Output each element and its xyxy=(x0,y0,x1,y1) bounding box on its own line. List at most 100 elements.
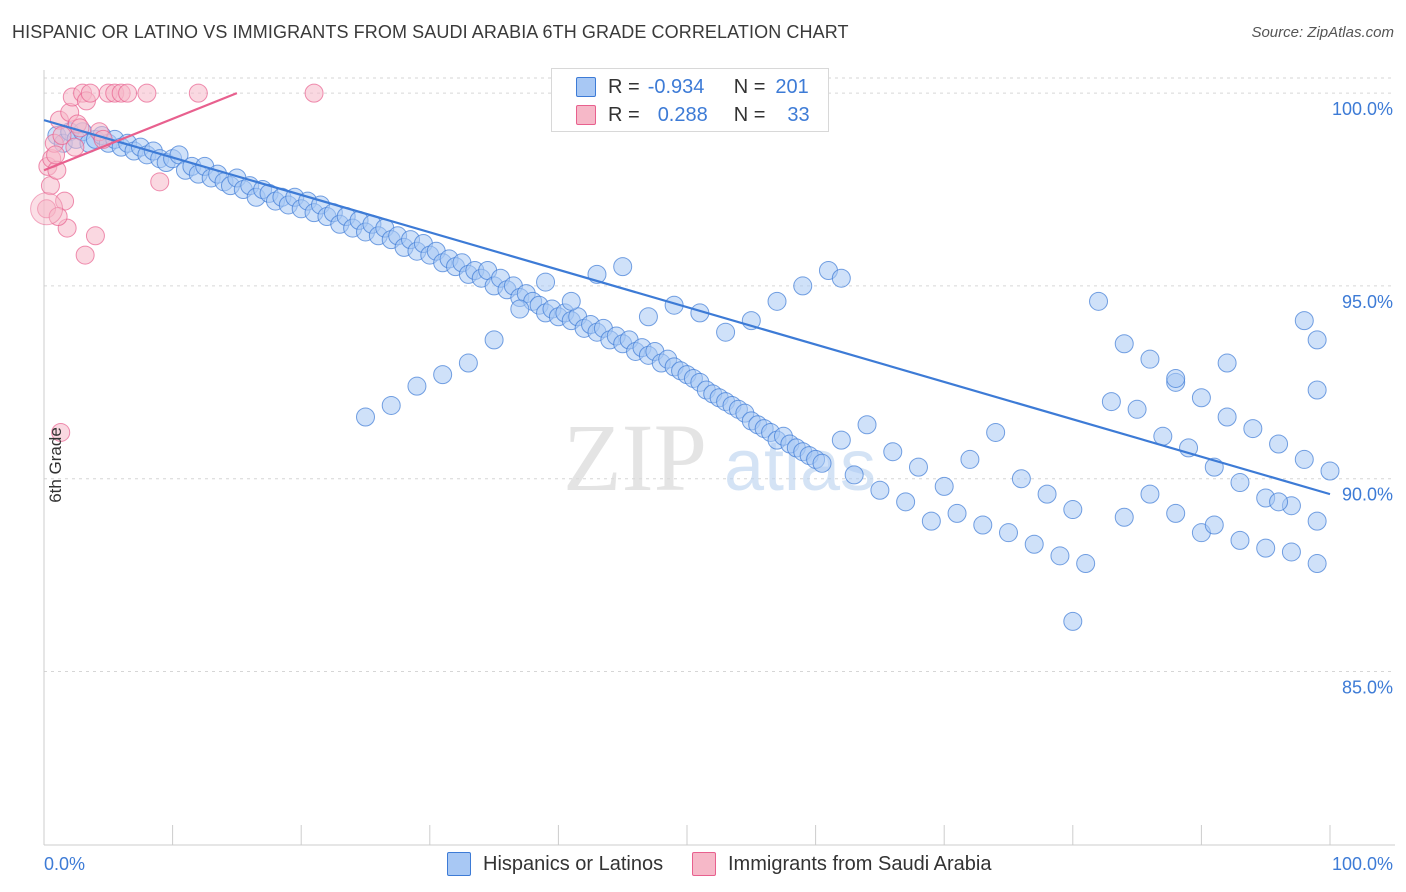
hispanics-point xyxy=(883,442,903,462)
hispanics-point xyxy=(1294,449,1314,469)
saudi-point xyxy=(304,83,324,103)
hispanics-point xyxy=(1114,507,1134,527)
y-axis-label: 6th Grade xyxy=(45,427,65,503)
hispanics-point xyxy=(1217,353,1237,373)
bottom-legend-swatch xyxy=(447,852,471,876)
bottom-legend-label: Immigrants from Saudi Arabia xyxy=(728,852,992,875)
hispanics-point xyxy=(536,272,556,292)
hispanics-point xyxy=(1166,368,1186,388)
hispanics-point xyxy=(407,376,427,396)
hispanics-point xyxy=(1307,554,1327,574)
hispanics-point xyxy=(1269,492,1289,512)
hispanics-point xyxy=(1191,388,1211,408)
hispanics-point xyxy=(1011,469,1031,489)
hispanics-point xyxy=(896,492,916,512)
hispanics-point xyxy=(947,503,967,523)
saudi-point xyxy=(75,245,95,265)
legend: R = -0.934 N = 201 R = 0.288 N = 33 xyxy=(551,68,829,132)
hispanics-point xyxy=(613,257,633,277)
hispanics-point xyxy=(716,322,736,342)
watermark-zip: ZIP xyxy=(563,404,707,511)
series-saudi-points xyxy=(30,83,324,442)
legend-row-hispanics: R = -0.934 N = 201 xyxy=(576,73,809,101)
saudi-point xyxy=(118,83,138,103)
saudi-point xyxy=(46,145,66,165)
bottom-legend-hispanics: Hispanics or Latinos xyxy=(447,852,663,876)
hispanics-point xyxy=(381,395,401,415)
saudi-point xyxy=(137,83,157,103)
grid-lines xyxy=(44,77,1395,672)
legend-n-label: N = xyxy=(733,75,766,98)
hispanics-point xyxy=(638,307,658,327)
hispanics-point xyxy=(1281,542,1301,562)
hispanics-point xyxy=(458,353,478,373)
hispanics-point xyxy=(1140,349,1160,369)
hispanics-point xyxy=(510,299,530,319)
source-label: Source: ZipAtlas.com xyxy=(1251,24,1394,41)
hispanics-point xyxy=(1140,484,1160,504)
y-tick-label: 85.0% xyxy=(1342,677,1393,697)
saudi-point xyxy=(65,137,85,157)
hispanics-point xyxy=(1269,434,1289,454)
hispanics-point xyxy=(1307,380,1327,400)
saudi-trend-line xyxy=(43,92,238,172)
hispanics-point xyxy=(1256,538,1276,558)
x-tick-label: 0.0% xyxy=(44,854,85,874)
y-tick-label: 95.0% xyxy=(1342,292,1393,312)
hispanics-point xyxy=(1204,515,1224,535)
legend-n-label: N = xyxy=(733,103,766,126)
hispanics-point xyxy=(767,291,787,311)
series-hispanics-points xyxy=(47,122,1340,631)
hispanics-point xyxy=(934,476,954,496)
saudi-point xyxy=(52,126,72,146)
hispanics-point xyxy=(844,465,864,485)
bottom-legend-swatch xyxy=(692,852,716,876)
hispanics-point xyxy=(1076,554,1096,574)
trend-lines xyxy=(43,92,1331,496)
hispanics-point xyxy=(1050,546,1070,566)
x-tick-label: 100.0% xyxy=(1332,854,1393,874)
hispanics-point xyxy=(960,449,980,469)
hispanics-point xyxy=(921,511,941,531)
hispanics-point xyxy=(1063,500,1083,520)
hispanics-trend-line xyxy=(43,119,1331,496)
hispanics-point xyxy=(812,453,832,473)
hispanics-point xyxy=(1217,407,1237,427)
hispanics-point xyxy=(1307,511,1327,531)
hispanics-point xyxy=(793,276,813,296)
hispanics-point xyxy=(973,515,993,535)
hispanics-point xyxy=(1089,291,1109,311)
bottom-legend-label: Hispanics or Latinos xyxy=(483,852,664,875)
legend-row-saudi: R = 0.288 N = 33 xyxy=(576,101,810,129)
saudi-point xyxy=(150,172,170,192)
legend-swatch-saudi xyxy=(576,105,596,125)
axes xyxy=(43,70,1395,846)
y-tick-label: 90.0% xyxy=(1342,485,1393,505)
hispanics-point xyxy=(831,268,851,288)
saudi-point xyxy=(51,422,71,442)
hispanics-point xyxy=(1320,461,1340,481)
saudi-point xyxy=(80,83,100,103)
chart-title: HISPANIC OR LATINO VS IMMIGRANTS FROM SA… xyxy=(12,22,849,42)
hispanics-point xyxy=(999,523,1018,543)
legend-n-value: 201 xyxy=(775,75,809,98)
hispanics-point xyxy=(1307,330,1327,350)
hispanics-point xyxy=(857,415,877,435)
hispanics-point xyxy=(1166,503,1186,523)
hispanics-point xyxy=(908,457,928,477)
hispanics-point xyxy=(1230,530,1250,550)
hispanics-point xyxy=(1294,311,1314,331)
legend-swatch-hispanics xyxy=(576,77,596,97)
hispanics-point xyxy=(1101,392,1121,412)
y-tick-label: 100.0% xyxy=(1332,99,1393,119)
legend-r-value: -0.934 xyxy=(647,75,705,98)
hispanics-point xyxy=(831,430,851,450)
hispanics-point xyxy=(433,365,453,385)
bottom-legend-saudi: Immigrants from Saudi Arabia xyxy=(692,852,991,876)
saudi-point xyxy=(30,192,64,226)
hispanics-point xyxy=(561,291,581,311)
saudi-point xyxy=(85,226,105,246)
hispanics-point xyxy=(1114,334,1134,354)
hispanics-point xyxy=(1063,611,1083,631)
